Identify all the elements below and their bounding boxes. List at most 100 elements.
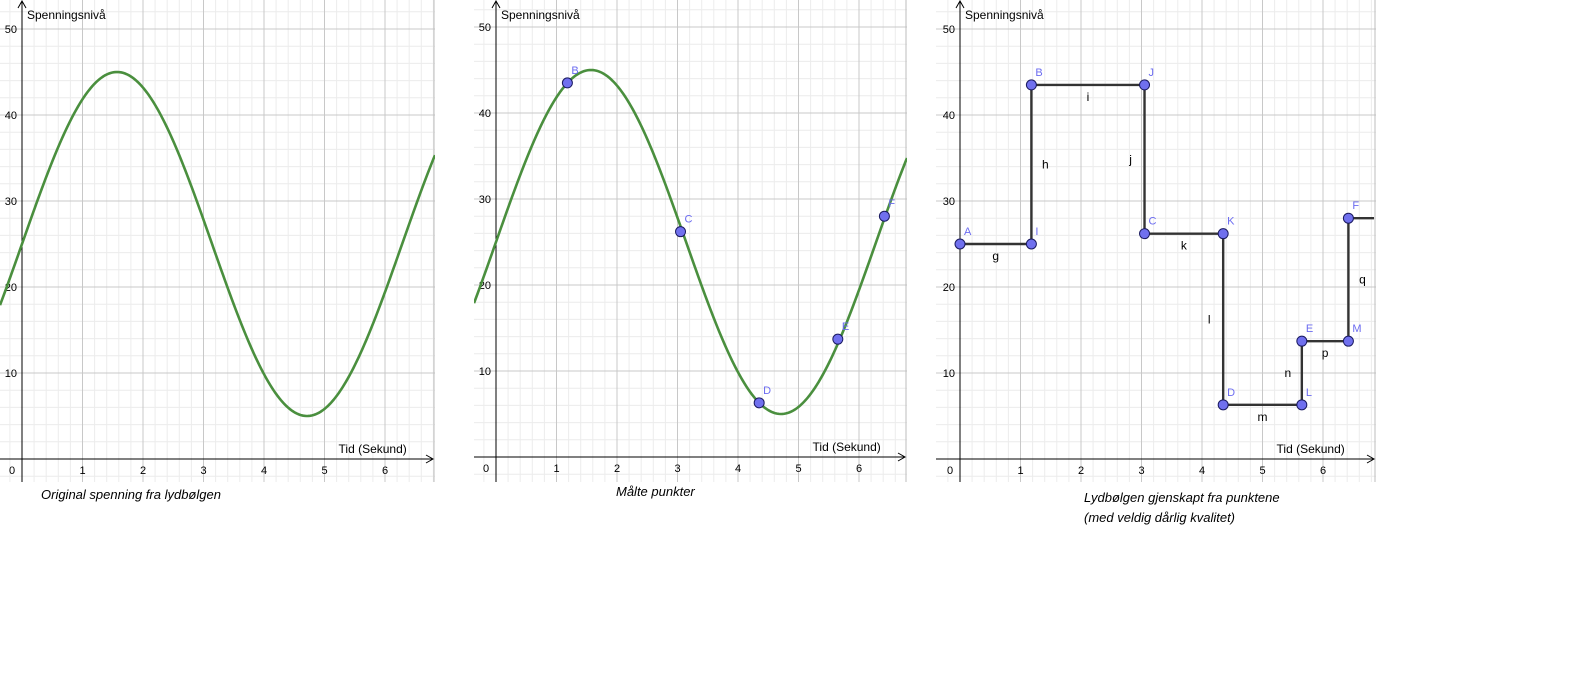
data-point xyxy=(878,210,890,222)
data-point xyxy=(1296,399,1308,411)
segment-label: q xyxy=(1359,273,1366,287)
major-grid xyxy=(474,0,907,482)
y-tick-label: 50 xyxy=(479,22,491,34)
x-tick-label: 1 xyxy=(553,463,559,475)
point-label: L xyxy=(1306,387,1312,399)
y-tick-label: 30 xyxy=(943,196,955,208)
segment-label: m xyxy=(1258,410,1268,424)
y-axis-arrow xyxy=(491,0,501,9)
chart-panel-reconstructed: Spenningsnivå Tid (Sekund) 0 1 2 3 4 5 6 10 20 30 40… xyxy=(936,0,1376,482)
y-axis-arrow xyxy=(17,0,27,9)
reconstructed-wave-chart: Spenningsnivå Tid (Sekund) 0 1 2 3 4 5 6 10 20 30 40… xyxy=(936,0,1376,482)
data-point xyxy=(561,77,573,89)
point-label: E xyxy=(842,321,849,333)
segment-label: i xyxy=(1087,90,1090,104)
minor-grid xyxy=(936,0,1376,482)
y-tick-label: 10 xyxy=(943,368,955,380)
point-label: A xyxy=(964,226,972,238)
y-axis-title: Spenningsnivå xyxy=(501,8,580,22)
y-axis-arrow xyxy=(955,0,965,9)
x-tick-label: 2 xyxy=(140,465,146,477)
data-point xyxy=(1342,212,1354,224)
point-label: M xyxy=(1352,323,1361,335)
point-label: C xyxy=(1149,216,1157,228)
data-point xyxy=(1139,79,1151,91)
y-tick-label: 50 xyxy=(943,24,955,36)
x-axis-title: Tid (Sekund) xyxy=(813,440,881,454)
x-tick-label: 3 xyxy=(200,465,206,477)
x-tick-label: 3 xyxy=(674,463,680,475)
sine-curve xyxy=(474,68,907,416)
x-axis-title: Tid (Sekund) xyxy=(1277,442,1345,456)
point-label: F xyxy=(888,198,895,210)
data-point xyxy=(675,226,687,238)
y-axis-title: Spenningsnivå xyxy=(27,8,106,22)
point-label: I xyxy=(1035,226,1038,238)
x-tick-label: 1 xyxy=(79,465,85,477)
x-tick-label: 5 xyxy=(1259,465,1265,477)
data-point xyxy=(954,238,966,250)
x-tick-label: 6 xyxy=(1320,465,1326,477)
x-tick-label: 6 xyxy=(382,465,388,477)
segment-label: p xyxy=(1322,346,1329,360)
major-grid xyxy=(0,0,435,482)
data-point xyxy=(832,333,844,345)
data-point xyxy=(1025,79,1037,91)
chart-panel-original: Spenningsnivå Tid (Sekund) 0 1 2 3 4 5 6 10 20 30 40… xyxy=(0,0,435,482)
y-tick-label: 10 xyxy=(479,366,491,378)
x-tick-label: 4 xyxy=(261,465,267,477)
data-point xyxy=(1025,238,1037,250)
x-tick-label: 4 xyxy=(735,463,741,475)
x-tick-label: 2 xyxy=(614,463,620,475)
x-tick-label: 6 xyxy=(856,463,862,475)
y-axis-title: Spenningsnivå xyxy=(965,8,1044,22)
y-tick-label: 30 xyxy=(479,194,491,206)
segment-label: j xyxy=(1128,152,1132,166)
minor-grid xyxy=(0,0,435,482)
x-tick-label: 0 xyxy=(947,465,953,477)
data-point xyxy=(1139,228,1151,240)
point-label: J xyxy=(1149,67,1155,79)
caption-measured: Målte punkter xyxy=(616,484,695,499)
sine-curve xyxy=(0,70,435,418)
y-tick-label: 30 xyxy=(5,196,17,208)
x-tick-label: 4 xyxy=(1199,465,1205,477)
x-axis-arrow xyxy=(425,454,435,464)
segment-label: k xyxy=(1181,239,1188,253)
segment-label: g xyxy=(992,249,999,263)
point-label: C xyxy=(685,214,693,226)
segment-label: h xyxy=(1042,157,1049,171)
x-axis-arrow xyxy=(1366,454,1376,464)
x-axis-title: Tid (Sekund) xyxy=(339,442,407,456)
x-tick-label: 5 xyxy=(795,463,801,475)
data-point xyxy=(1342,335,1354,347)
x-tick-label: 3 xyxy=(1138,465,1144,477)
y-tick-label: 10 xyxy=(5,368,17,380)
x-tick-label: 0 xyxy=(483,463,489,475)
caption-original: Original spenning fra lydbølgen xyxy=(41,487,221,502)
point-label: D xyxy=(763,385,771,397)
segment-label: l xyxy=(1208,312,1211,326)
data-point xyxy=(1296,335,1308,347)
chart-panel-measured: Spenningsnivå Tid (Sekund) 0 1 2 3 4 5 6 10 20 30 40… xyxy=(474,0,907,482)
point-label: B xyxy=(1035,67,1042,79)
y-tick-label: 40 xyxy=(943,110,955,122)
minor-grid xyxy=(474,0,907,482)
point-label: E xyxy=(1306,323,1313,335)
point-label: K xyxy=(1227,216,1235,228)
segment-label: n xyxy=(1284,366,1291,380)
point-label: D xyxy=(1227,387,1235,399)
x-axis-arrow xyxy=(897,452,907,462)
point-label: B xyxy=(571,65,578,77)
data-point xyxy=(1217,399,1229,411)
x-tick-label: 5 xyxy=(321,465,327,477)
y-tick-label: 40 xyxy=(479,108,491,120)
y-tick-label: 40 xyxy=(5,110,17,122)
data-point xyxy=(753,397,765,409)
x-tick-label: 1 xyxy=(1017,465,1023,477)
x-tick-label: 2 xyxy=(1078,465,1084,477)
point-label: F xyxy=(1352,200,1359,212)
major-grid xyxy=(936,0,1376,482)
